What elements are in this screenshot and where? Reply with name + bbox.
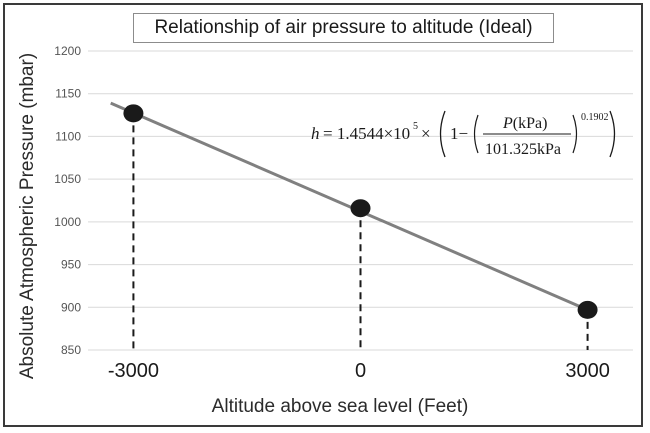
x-axis-label: Altitude above sea level (Feet) <box>212 396 469 417</box>
svg-text:P(kPa): P(kPa) <box>502 115 547 132</box>
data-point <box>123 104 144 123</box>
y-tick-label: 1000 <box>54 215 81 229</box>
x-tick-label: -3000 <box>108 360 159 382</box>
y-tick-label: 1200 <box>54 44 81 58</box>
y-tick-label: 1150 <box>55 87 81 101</box>
svg-text:= 1.4544×10: = 1.4544×10 <box>323 124 410 143</box>
svg-text:h: h <box>311 124 320 143</box>
x-tick-label: 3000 <box>565 360 610 382</box>
gridlines <box>88 50 633 351</box>
data-point <box>577 300 598 319</box>
chart-title: Relationship of air pressure to altitude… <box>133 13 554 43</box>
data-markers <box>123 104 598 319</box>
y-axis-label: Absolute Atmospheric Pressure (mbar) <box>17 53 38 379</box>
formula-annotation: h = 1.4544×10 5 × 1− P(kPa) 101.325kPa 0… <box>311 110 616 158</box>
x-tick-labels: -3000 0 3000 <box>108 360 610 382</box>
chart-frame <box>3 3 643 427</box>
svg-text:0.1902: 0.1902 <box>581 112 609 123</box>
y-tick-label: 900 <box>61 300 81 314</box>
y-tick-labels: 850 900 950 1000 1050 1100 1150 1200 <box>54 44 81 357</box>
y-tick-label: 1100 <box>55 129 81 143</box>
svg-text:5: 5 <box>413 121 418 132</box>
series-line <box>110 101 589 312</box>
y-tick-label: 950 <box>61 258 81 272</box>
data-point <box>350 199 371 218</box>
svg-text:×: × <box>421 124 431 143</box>
y-tick-label: 850 <box>61 343 81 357</box>
svg-text:101.325kPa: 101.325kPa <box>485 141 561 158</box>
y-tick-label: 1050 <box>54 172 81 186</box>
x-tick-label: 0 <box>355 360 366 382</box>
trend-line <box>110 101 589 312</box>
svg-text:1−: 1− <box>450 124 468 143</box>
